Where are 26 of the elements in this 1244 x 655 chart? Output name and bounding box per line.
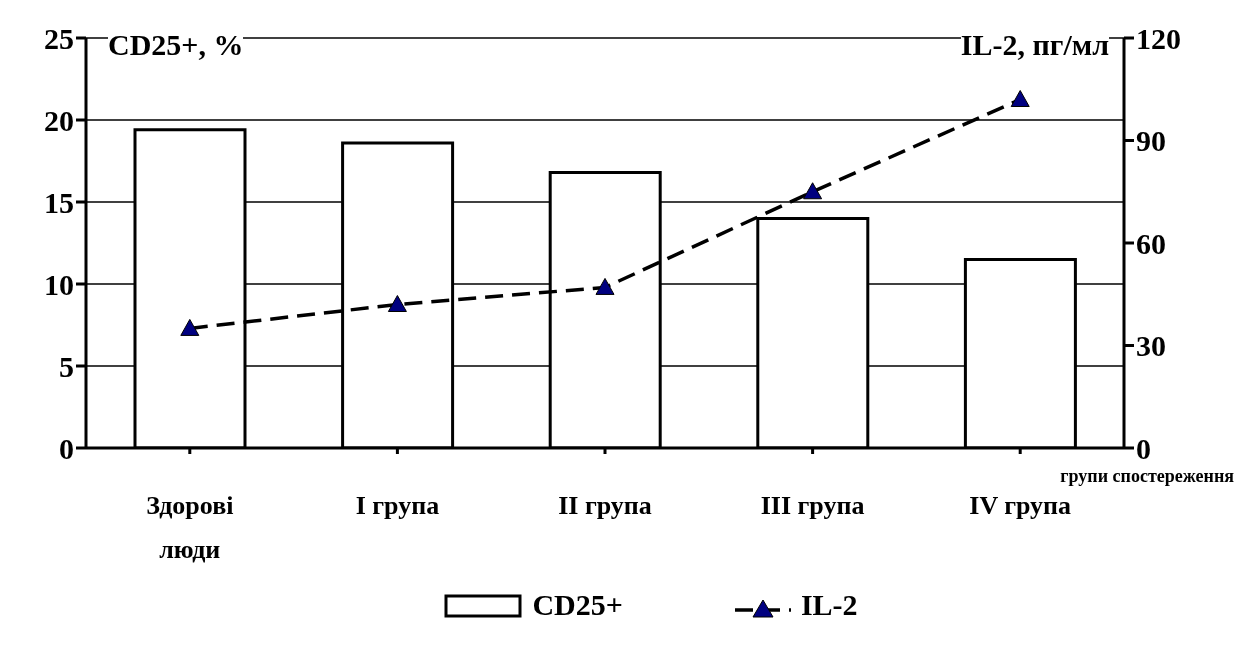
point [1010,90,1030,107]
y2-tick-label: 0 [1136,431,1151,465]
y2-tick-label: 30 [1136,329,1166,363]
x-axis-title: групи спостереження [1060,466,1234,487]
y-tick-label: 5 [59,349,74,383]
point [803,182,823,200]
y-axis-title: CD25+, % [108,28,244,62]
y-tick-label: 10 [44,267,74,301]
x-tick-label: III група [760,491,865,520]
point [180,318,200,336]
y-tick-label: 0 [59,431,74,465]
x-tick-label: II група [558,491,652,520]
y2-axis-title: IL-2, пг/мл [960,28,1109,62]
point [595,277,615,295]
x-tick-label: IV група [969,491,1072,520]
y-tick-label: 15 [44,185,74,219]
x-tick-label: Здорові люди [146,491,234,564]
y-tick-label: 25 [44,21,74,55]
y2-tick-label: 120 [1136,21,1181,55]
legend-label: IL-2 [800,588,858,622]
point [387,295,407,312]
y2-tick-label: 60 [1136,226,1166,260]
y-tick-label: 20 [44,103,74,137]
legend-label: CD25+ [532,588,623,622]
x-tick-label: I група [355,491,440,520]
y2-tick-label: 90 [1136,124,1166,158]
